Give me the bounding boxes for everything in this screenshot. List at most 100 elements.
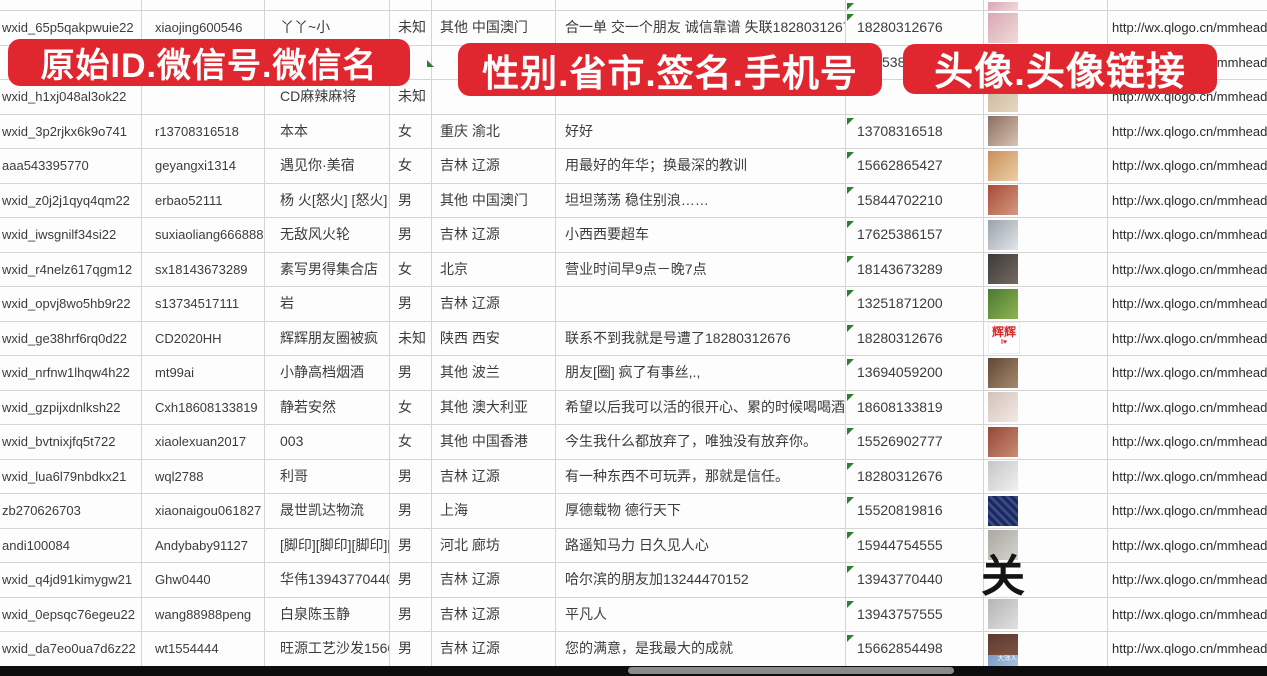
cell-link[interactable]: http://wx.qlogo.cn/mmhead (1108, 218, 1267, 252)
cell-avatar[interactable] (984, 287, 1108, 321)
cell-gender[interactable]: 男 (390, 528, 432, 562)
cell-gender[interactable]: 男 (390, 494, 432, 528)
cell-phone[interactable]: 18280312676 (846, 321, 984, 355)
cell-province[interactable]: 吉林 辽源 (432, 287, 556, 321)
cell-weixin-id[interactable]: Ghw0440 (142, 563, 265, 597)
cell-phone[interactable]: 15662865427 (846, 149, 984, 183)
cell-signature[interactable]: 朋友[圈] 疯了有事丝,., (556, 356, 846, 390)
cell-weixin-id[interactable]: wql2788 (142, 459, 265, 493)
cell-province[interactable] (432, 0, 556, 10)
cell-gender[interactable] (390, 0, 432, 10)
cell-wxid[interactable]: wxid_iwsgnilf34si22 (0, 218, 142, 252)
cell-avatar[interactable] (984, 218, 1108, 252)
cell-weixin-id[interactable] (142, 80, 265, 114)
cell-phone[interactable]: 18608133819 (846, 390, 984, 424)
cell-name[interactable]: 利哥 (265, 459, 390, 493)
cell-province[interactable]: 河北 廊坊 (432, 528, 556, 562)
cell-weixin-id[interactable] (142, 0, 265, 10)
cell-signature[interactable]: 好好 (556, 114, 846, 148)
cell-weixin-id[interactable]: xiaonaigou061827 (142, 494, 265, 528)
cell-province[interactable]: 吉林 辽源 (432, 459, 556, 493)
cell-wxid[interactable]: wxid_ge38hrf6rq0d22 (0, 321, 142, 355)
cell-province[interactable]: 吉林 辽源 (432, 632, 556, 666)
cell-gender[interactable]: 女 (390, 390, 432, 424)
cell-wxid[interactable]: wxid_3p2rjkx6k9o741 (0, 114, 142, 148)
cell-province[interactable]: 重庆 渝北 (432, 114, 556, 148)
cell-name[interactable]: [脚印][脚印][脚印][脚印] (265, 528, 390, 562)
cell-province[interactable]: 吉林 辽源 (432, 563, 556, 597)
cell-weixin-id[interactable]: CD2020HH (142, 321, 265, 355)
cell-name[interactable]: 华伟13943770440 (265, 563, 390, 597)
cell-province[interactable]: 其他 中国澳门 (432, 11, 556, 45)
cell-phone[interactable]: 13708316518 (846, 114, 984, 148)
cell-name[interactable]: 白泉陈玉静 (265, 597, 390, 631)
cell-name[interactable]: 岩 (265, 287, 390, 321)
cell-wxid[interactable]: zb270626703 (0, 494, 142, 528)
cell-signature[interactable]: 用最好的年华；换最深的教训 (556, 149, 846, 183)
cell-phone[interactable]: 18280312676 (846, 11, 984, 45)
cell-wxid[interactable]: aaa543395770 (0, 149, 142, 183)
cell-name[interactable]: 辉辉朋友圈被疯 (265, 321, 390, 355)
cell-name[interactable]: 杨 火[怒火] [怒火] (265, 183, 390, 217)
cell-weixin-id[interactable]: s13734517111 (142, 287, 265, 321)
scrollbar-thumb[interactable] (628, 667, 954, 674)
cell-wxid[interactable]: wxid_nrfnw1lhqw4h22 (0, 356, 142, 390)
cell-phone[interactable]: 13694059200 (846, 356, 984, 390)
cell-wxid[interactable] (0, 0, 142, 10)
cell-signature[interactable]: 希望以后我可以活的很开心、累的时候喝喝酒吹吹[ (556, 390, 846, 424)
cell-phone[interactable]: 13943770440 (846, 563, 984, 597)
cell-name[interactable]: 素写男得集合店 (265, 252, 390, 286)
cell-gender[interactable]: 男 (390, 632, 432, 666)
cell-name[interactable]: 本本 (265, 114, 390, 148)
cell-phone[interactable]: 15526902777 (846, 425, 984, 459)
cell-link[interactable]: http://wx.qlogo.cn/mmhead (1108, 563, 1267, 597)
cell-wxid[interactable]: wxid_65p5qakpwuie22 (0, 11, 142, 45)
cell-signature[interactable]: 坦坦荡荡 稳住别浪…… (556, 183, 846, 217)
cell-province[interactable]: 吉林 辽源 (432, 149, 556, 183)
cell-wxid[interactable]: andi100084 (0, 528, 142, 562)
cell-link[interactable]: http://wx.qlogo.cn/mmhead (1108, 253, 1267, 287)
cell-link[interactable]: http://wx.qlogo.cn/mmhead (1108, 632, 1267, 666)
cell-signature[interactable]: 您的满意，是我最大的成就 (556, 632, 846, 666)
cell-avatar[interactable] (984, 11, 1108, 45)
cell-phone[interactable]: 18280312676 (846, 459, 984, 493)
cell-avatar[interactable] (984, 0, 1108, 11)
cell-signature[interactable]: 哈尔滨的朋友加13244470152 (556, 563, 846, 597)
cell-avatar[interactable] (984, 597, 1108, 631)
cell-signature[interactable]: 小西西要超车 (556, 218, 846, 252)
cell-phone[interactable]: 18143673289 (846, 252, 984, 286)
cell-gender[interactable]: 男 (390, 287, 432, 321)
cell-link[interactable]: http://wx.qlogo.cn/mmhead (1108, 115, 1267, 149)
cell-weixin-id[interactable]: suxiaoliang666888 (142, 218, 265, 252)
cell-link[interactable]: http://wx.qlogo.cn/mmhead (1108, 494, 1267, 528)
cell-link[interactable]: http://wx.qlogo.cn/mmhead (1108, 598, 1267, 632)
cell-link[interactable]: http://wx.qlogo.cn/mmhead (1108, 184, 1267, 218)
cell-gender[interactable]: 未知 (390, 11, 432, 45)
cell-gender[interactable]: 男 (390, 356, 432, 390)
cell-phone[interactable]: 17625386157 (846, 218, 984, 252)
cell-link[interactable]: http://wx.qlogo.cn/mmhead (1108, 425, 1267, 459)
cell-link[interactable] (1108, 0, 1267, 10)
cell-link[interactable]: http://wx.qlogo.cn/mmhead (1108, 356, 1267, 390)
cell-weixin-id[interactable]: geyangxi1314 (142, 149, 265, 183)
cell-signature[interactable]: 营业时间早9点－晚7点 (556, 252, 846, 286)
cell-link[interactable]: http://wx.qlogo.cn/mmhead (1108, 322, 1267, 356)
cell-province[interactable] (432, 80, 556, 114)
cell-avatar[interactable] (984, 425, 1108, 459)
cell-avatar[interactable] (984, 114, 1108, 148)
cell-weixin-id[interactable]: sx18143673289 (142, 252, 265, 286)
cell-signature[interactable] (556, 287, 846, 321)
cell-gender[interactable]: 男 (390, 563, 432, 597)
cell-avatar[interactable] (984, 494, 1108, 528)
cell-gender[interactable]: 女 (390, 252, 432, 286)
cell-name[interactable]: 小静高档烟酒 (265, 356, 390, 390)
cell-weixin-id[interactable]: Cxh18608133819 (142, 390, 265, 424)
cell-weixin-id[interactable]: xiaojing600546 (142, 11, 265, 45)
cell-weixin-id[interactable]: wang88988peng (142, 597, 265, 631)
cell-avatar[interactable] (984, 528, 1108, 562)
cell-name[interactable]: 晟世凯达物流 (265, 494, 390, 528)
cell-phone[interactable]: 15662854498 (846, 632, 984, 666)
cell-wxid[interactable]: wxid_da7eo0ua7d6z22 (0, 632, 142, 666)
cell-signature[interactable]: 路遥知马力 日久见人心 (556, 528, 846, 562)
cell-wxid[interactable]: wxid_q4jd91kimygw21 (0, 563, 142, 597)
